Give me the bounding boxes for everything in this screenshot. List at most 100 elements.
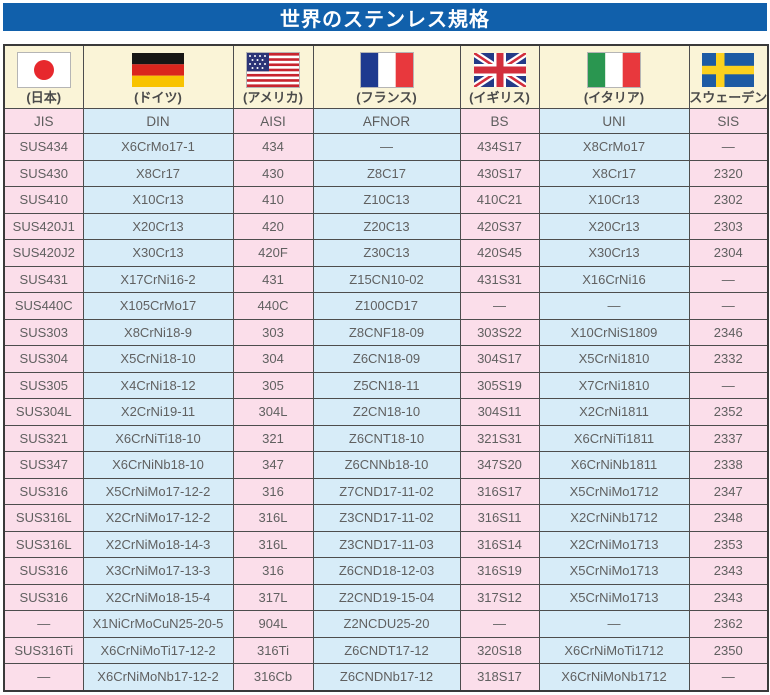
table-cell: X20Cr13: [538, 212, 690, 240]
table-cell: 321S31: [459, 424, 540, 452]
table-cell: —: [3, 610, 84, 638]
table-cell: 431S31: [459, 265, 540, 293]
table-cell: X1NiCrMoCuN25-20-5: [82, 610, 234, 638]
table-cell: X5CrNiMo1713: [538, 583, 690, 611]
table-cell: —: [688, 292, 769, 320]
germany-flag-icon: [132, 53, 184, 87]
table-cell: 904L: [232, 610, 314, 638]
table-cell: X2CrNi1811: [538, 398, 690, 426]
table-row: SUS420J2 X30Cr13 420F Z30C13 420S45 X30Cr13 23…: [3, 239, 769, 267]
table-cell: X6CrNiNb1811: [538, 451, 690, 479]
table-cell: 316: [232, 477, 314, 505]
table-cell: 305: [232, 371, 314, 399]
table-cell: X30Cr13: [82, 239, 234, 267]
flag-header-row: (日本) (ドイツ): [3, 44, 769, 109]
table-cell: X6CrNiTi18-10: [82, 424, 234, 452]
header-france: (フランス): [312, 44, 461, 109]
table-cell: 303S22: [459, 318, 540, 346]
header-sweden: (スウェーデン): [688, 44, 769, 109]
table-cell: 317S12: [459, 583, 540, 611]
table-cell: SUS303: [3, 318, 84, 346]
table-cell: —: [459, 292, 540, 320]
table-header: (日本) (ドイツ): [3, 44, 769, 134]
uk-flag-icon: [473, 53, 526, 87]
table-cell: Z100CD17: [312, 292, 461, 320]
table-body: SUS434 X6CrMo17-1 434—434S17 X8CrMo17— SUS43…: [3, 133, 769, 691]
standard-code: DIN: [82, 108, 234, 134]
table-cell: 305S19: [459, 371, 540, 399]
table-cell: X2CrNiMo18-15-4: [82, 583, 234, 611]
table-cell: X8Cr17: [538, 159, 690, 187]
table-cell: 2343: [688, 583, 769, 611]
table-cell: 2332: [688, 345, 769, 373]
table-cell: SUS420J1: [3, 212, 84, 240]
table-cell: X30Cr13: [538, 239, 690, 267]
header-uk: (イギリス): [459, 44, 540, 109]
standard-code: BS: [459, 108, 540, 134]
table-cell: 2353: [688, 530, 769, 558]
table-row: SUS316 X2CrNiMo18-15-4 317L Z2CND19-15-04 31…: [3, 583, 769, 611]
table-cell: 410: [232, 186, 314, 214]
table-cell: Z6CND18-12-03: [312, 557, 461, 585]
table-cell: SUS430: [3, 159, 84, 187]
table-cell: Z3CND17-11-02: [312, 504, 461, 532]
table-cell: —: [538, 292, 690, 320]
header-japan: (日本): [3, 44, 84, 109]
italy-flag-icon: [587, 52, 641, 88]
japan-flag-icon: [16, 52, 71, 88]
table-cell: —: [538, 610, 690, 638]
table-cell: Z6CNNb18-10: [312, 451, 461, 479]
table-cell: —: [459, 610, 540, 638]
table-cell: SUS321: [3, 424, 84, 452]
table-cell: —: [688, 265, 769, 293]
table-cell: X6CrNiTi1811: [538, 424, 690, 452]
table-cell: 317L: [232, 583, 314, 611]
header-italy: (イタリア): [538, 44, 690, 109]
table-cell: SUS440C: [3, 292, 84, 320]
country-label: (イタリア): [583, 90, 645, 105]
table-cell: Z20C13: [312, 212, 461, 240]
table-cell: X105CrMo17: [82, 292, 234, 320]
table-cell: 2362: [688, 610, 769, 638]
table-cell: 2343: [688, 557, 769, 585]
table-cell: 420S37: [459, 212, 540, 240]
table-cell: —: [688, 663, 769, 691]
table-cell: X6CrNiNb18-10: [82, 451, 234, 479]
table-cell: SUS305: [3, 371, 84, 399]
stainless-standards-table: (日本) (ドイツ): [3, 44, 769, 692]
standard-code-row: JIS DIN AISI AFNOR BS UNI SIS: [3, 108, 769, 134]
table-cell: X5CrNi18-10: [82, 345, 234, 373]
table-row: SUS321 X6CrNiTi18-10 321 Z6CNT18-10 321S31 X6…: [3, 424, 769, 452]
table-cell: 320S18: [459, 636, 540, 664]
table-row: — X6CrNiMoNb17-12-2 316Cb Z6CNDNb17-12 318S1…: [3, 663, 769, 691]
table-cell: X6CrMo17-1: [82, 133, 234, 161]
table-cell: 430S17: [459, 159, 540, 187]
table-cell: —: [312, 133, 461, 161]
table-cell: Z15CN10-02: [312, 265, 461, 293]
usa-flag-icon: [246, 52, 300, 88]
table-cell: Z6CNDT17-12: [312, 636, 461, 664]
table-cell: SUS347: [3, 451, 84, 479]
table-cell: X5CrNiMo1712: [538, 477, 690, 505]
table-cell: Z6CNDNb17-12: [312, 663, 461, 691]
table-cell: 2346: [688, 318, 769, 346]
table-cell: 347S20: [459, 451, 540, 479]
table-row: SUS420J1 X20Cr13 420 Z20C13 420S37 X20Cr13 230…: [3, 212, 769, 240]
table-cell: 316S17: [459, 477, 540, 505]
table-cell: Z6CNT18-10: [312, 424, 461, 452]
table-cell: —: [3, 663, 84, 691]
table-row: SUS316L X2CrNiMo18-14-3 316L Z3CND17-11-03 3…: [3, 530, 769, 558]
table-cell: X6CrNiMoNb1712: [538, 663, 690, 691]
table-cell: SUS304: [3, 345, 84, 373]
table-cell: 2348: [688, 504, 769, 532]
table-cell: SUS316Ti: [3, 636, 84, 664]
page-title: 世界のステンレス規格: [3, 3, 767, 31]
table-cell: X5CrNi1810: [538, 345, 690, 373]
table-cell: X2CrNiNb1712: [538, 504, 690, 532]
table-cell: X5CrNiMo1713: [538, 557, 690, 585]
table-cell: SUS316L: [3, 504, 84, 532]
country-label: (スウェーデン): [689, 90, 768, 105]
table-cell: X8Cr17: [82, 159, 234, 187]
country-label: (アメリカ): [242, 90, 303, 105]
table-cell: Z6CN18-09: [312, 345, 461, 373]
